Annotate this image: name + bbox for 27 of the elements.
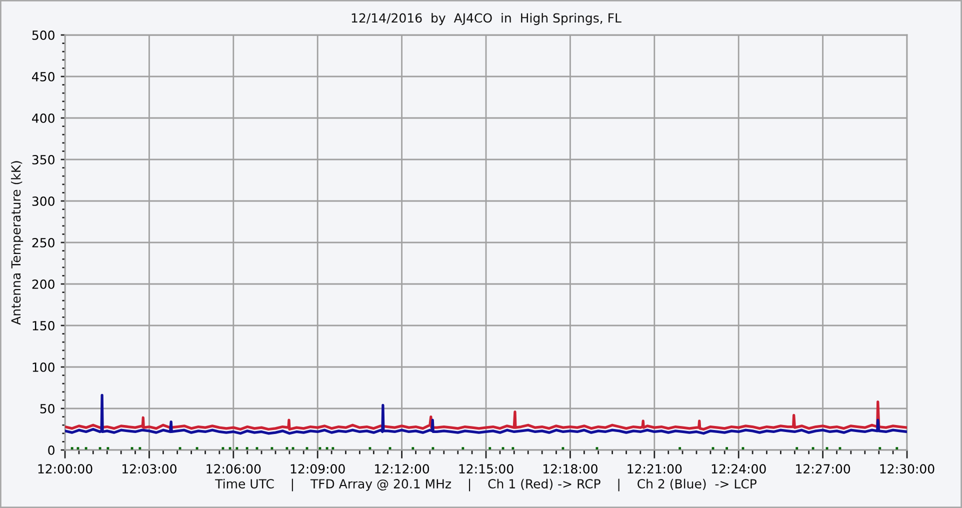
x-axis-title: Time UTC | TFD Array @ 20.1 MHz | Ch 1 (Red) -> RCP | Ch 2 (Blue) -> LCP <box>215 478 756 492</box>
y-tick-label: 450 <box>32 72 54 82</box>
x-tick-label: 12:30:00 <box>880 464 934 474</box>
y-tick-label: 400 <box>32 113 54 123</box>
y-axis-title: Antenna Temperature (kK) <box>10 161 24 325</box>
chart-title: 12/14/2016 by AJ4CO in High Springs, FL <box>352 13 622 26</box>
y-tick-label: 50 <box>40 404 54 414</box>
x-tick-label: 12:24:00 <box>712 464 766 474</box>
y-tick-label: 350 <box>32 154 54 164</box>
line-series <box>65 400 907 431</box>
y-tick-label: 300 <box>32 196 54 206</box>
x-tick-label: 12:03:00 <box>122 464 176 474</box>
x-tick-label: 12:09:00 <box>290 464 345 474</box>
x-tick-label: 12:00:00 <box>38 464 92 474</box>
y-tick-label: 250 <box>32 238 54 248</box>
y-tick-label: 500 <box>32 30 54 40</box>
x-tick-label: 12:21:00 <box>628 464 682 474</box>
x-tick-label: 12:15:00 <box>459 464 514 474</box>
y-tick-label: 100 <box>32 362 54 372</box>
y-tick-label: 0 <box>48 445 54 455</box>
line-series <box>65 394 907 435</box>
x-tick-label: 12:18:00 <box>544 464 598 474</box>
y-tick-label: 150 <box>32 320 54 330</box>
x-tick-label: 12:27:00 <box>796 464 850 474</box>
y-tick-label: 200 <box>32 279 54 289</box>
x-tick-label: 12:06:00 <box>206 464 261 474</box>
x-tick-label: 12:12:00 <box>375 464 430 474</box>
